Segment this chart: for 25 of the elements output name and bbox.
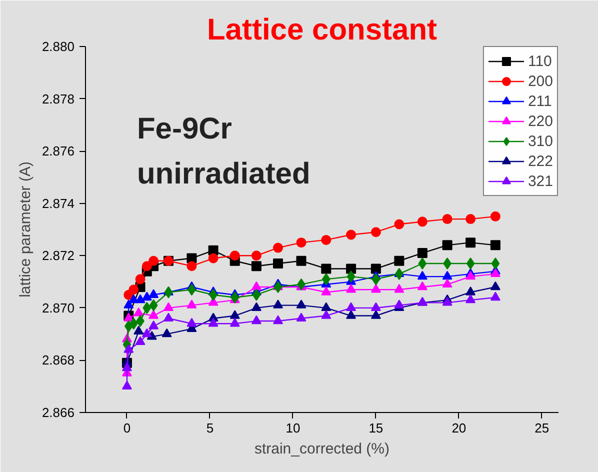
- annotation: Fe-9Cr unirradiated: [136, 112, 310, 190]
- chart-title: Lattice constant: [206, 14, 438, 46]
- x-tick-label: 5: [206, 420, 214, 436]
- x-tick-label: 0: [123, 420, 131, 436]
- y-tick-label: 2.878: [42, 91, 75, 106]
- y-tick-label: 2.874: [42, 196, 75, 211]
- x-tick-label: 10: [286, 420, 300, 436]
- legend-label: 222: [528, 152, 553, 170]
- y-tick-label: 2.880: [42, 39, 75, 54]
- y-tick-label: 2.868: [42, 352, 75, 368]
- y-tick-label: 2.876: [42, 144, 75, 159]
- x-tick-label: 15: [368, 420, 384, 436]
- legend-label: 110: [528, 52, 552, 70]
- x-tick-label: 25: [534, 420, 550, 436]
- y-tick-label: 2.870: [42, 300, 75, 316]
- y-axis-title: lattice parameter (A): [16, 162, 34, 298]
- legend-label: 310: [528, 132, 553, 150]
- legend-label: 321: [528, 172, 553, 190]
- y-tick-label: 2.872: [42, 248, 75, 264]
- legend-label: 220: [528, 112, 553, 130]
- legend-label: 211: [528, 92, 552, 110]
- x-tick-label: 20: [452, 420, 466, 436]
- legend-label: 200: [528, 72, 553, 90]
- x-axis-title: strain_corrected (%): [254, 440, 390, 458]
- y-tick-label: 2.866: [42, 405, 75, 420]
